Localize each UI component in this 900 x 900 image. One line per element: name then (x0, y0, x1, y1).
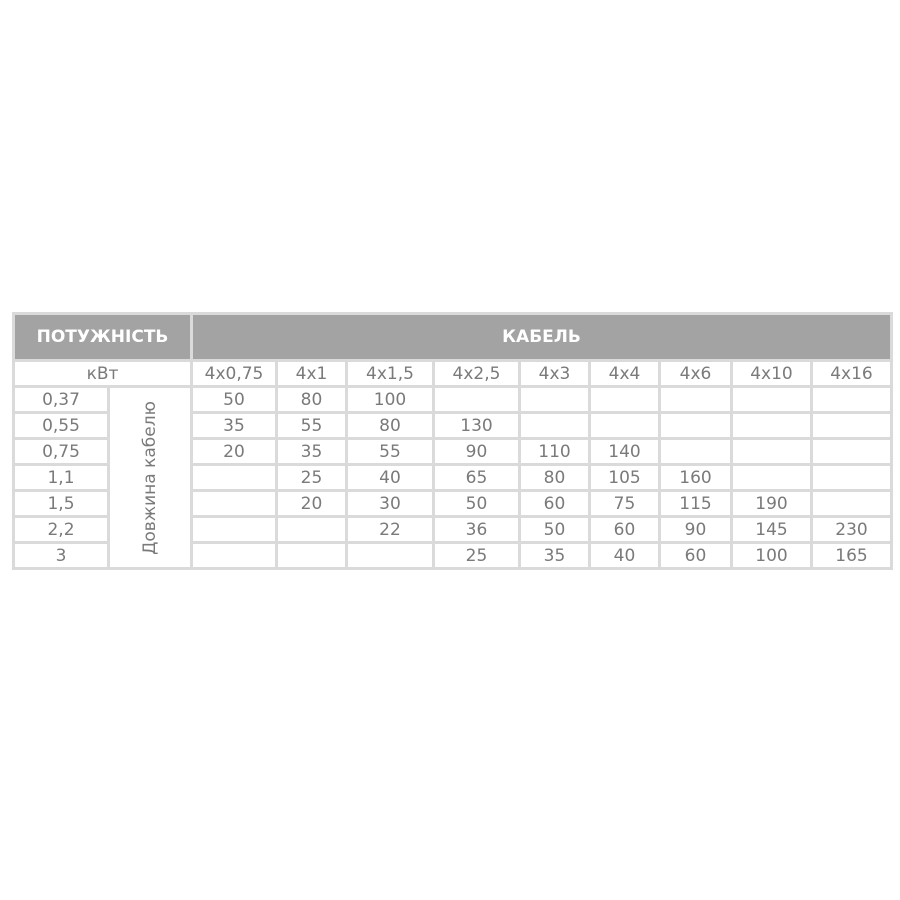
length-cell (810, 437, 893, 466)
length-cell (432, 385, 521, 414)
table-row: 2,2 22 36 50 60 90 145 230 (12, 515, 893, 544)
table-row: 0,37 Довжина кабелю 50 80 100 (12, 385, 893, 570)
length-cell: 75 (588, 489, 661, 518)
table-row: 1,5 20 30 50 60 75 115 190 (12, 489, 893, 518)
table-row: 3 25 35 40 60 100 165 (12, 541, 893, 570)
cable-column-header: 4x6 (658, 359, 733, 388)
length-cell: 110 (518, 437, 591, 466)
length-cell: 35 (190, 411, 278, 440)
cable-column-header: 4x2,5 (432, 359, 521, 388)
cable-length-table: ПОТУЖНІСТЬ КАБЕЛЬ кВт 4x0,75 4x1 4x1,5 4x2,… (12, 312, 893, 570)
length-cell: 25 (432, 541, 521, 570)
cable-column-header: 4x3 (518, 359, 591, 388)
length-cell: 22 (345, 515, 435, 544)
length-cell: 90 (658, 515, 733, 544)
length-cell: 90 (432, 437, 521, 466)
length-cell (730, 411, 813, 440)
length-cell: 60 (588, 515, 661, 544)
length-cell (190, 515, 278, 544)
length-cell (190, 489, 278, 518)
cable-column-header: 4x4 (588, 359, 661, 388)
length-cell (275, 541, 348, 570)
length-cell: 190 (730, 489, 813, 518)
power-cell: 0,55 (12, 411, 110, 440)
length-cell (730, 437, 813, 466)
length-cell: 40 (345, 463, 435, 492)
power-cell: 0,37 (12, 385, 110, 414)
length-cell: 55 (345, 437, 435, 466)
length-cell: 105 (588, 463, 661, 492)
length-cell (588, 411, 661, 440)
length-cell (190, 541, 278, 570)
length-cell: 60 (658, 541, 733, 570)
length-cell: 35 (518, 541, 591, 570)
length-cell: 80 (275, 385, 348, 414)
length-cell: 20 (275, 489, 348, 518)
length-cell (275, 515, 348, 544)
cable-column-header: 4x1,5 (345, 359, 435, 388)
power-cell: 0,75 (12, 437, 110, 466)
length-cell (518, 385, 591, 414)
header-row: ПОТУЖНІСТЬ КАБЕЛЬ (12, 312, 893, 362)
power-header: ПОТУЖНІСТЬ (12, 312, 193, 362)
length-cell: 35 (275, 437, 348, 466)
cable-header: КАБЕЛЬ (190, 312, 893, 362)
length-cell: 130 (432, 411, 521, 440)
length-cell: 25 (275, 463, 348, 492)
length-cell (810, 385, 893, 414)
length-cell: 165 (810, 541, 893, 570)
table-row: 0,75 20 35 55 90 110 140 (12, 437, 893, 466)
length-cell (345, 541, 435, 570)
cable-column-header: 4x16 (810, 359, 893, 388)
length-cell: 20 (190, 437, 278, 466)
length-cell: 55 (275, 411, 348, 440)
length-cell (658, 437, 733, 466)
length-cell: 60 (518, 489, 591, 518)
length-cell: 50 (518, 515, 591, 544)
cable-length-label: Довжина кабелю (140, 400, 160, 555)
cable-length-label-cell: Довжина кабелю (107, 385, 193, 570)
length-cell (658, 385, 733, 414)
length-cell: 50 (190, 385, 278, 414)
length-cell (730, 385, 813, 414)
length-cell: 145 (730, 515, 813, 544)
power-cell: 2,2 (12, 515, 110, 544)
length-cell (658, 411, 733, 440)
length-cell: 40 (588, 541, 661, 570)
length-cell: 50 (432, 489, 521, 518)
cable-column-header: 4x1 (275, 359, 348, 388)
length-cell: 30 (345, 489, 435, 518)
length-cell: 100 (730, 541, 813, 570)
length-cell (810, 411, 893, 440)
length-cell: 80 (518, 463, 591, 492)
length-cell (730, 463, 813, 492)
table-row: 0,55 35 55 80 130 (12, 411, 893, 440)
length-cell: 140 (588, 437, 661, 466)
length-cell (810, 463, 893, 492)
cable-column-header: 4x0,75 (190, 359, 278, 388)
length-cell: 100 (345, 385, 435, 414)
length-cell: 115 (658, 489, 733, 518)
length-cell: 80 (345, 411, 435, 440)
length-cell (190, 463, 278, 492)
length-cell (518, 411, 591, 440)
power-cell: 3 (12, 541, 110, 570)
power-cell: 1,5 (12, 489, 110, 518)
length-cell: 36 (432, 515, 521, 544)
table-row: 1,1 25 40 65 80 105 160 (12, 463, 893, 492)
length-cell: 160 (658, 463, 733, 492)
length-cell: 65 (432, 463, 521, 492)
length-cell (588, 385, 661, 414)
cable-column-header: 4x10 (730, 359, 813, 388)
column-header-row: кВт 4x0,75 4x1 4x1,5 4x2,5 4x3 4x4 4x6 4x10 4x16 (12, 359, 893, 388)
power-cell: 1,1 (12, 463, 110, 492)
unit-header: кВт (12, 359, 193, 388)
length-cell (810, 489, 893, 518)
length-cell: 230 (810, 515, 893, 544)
